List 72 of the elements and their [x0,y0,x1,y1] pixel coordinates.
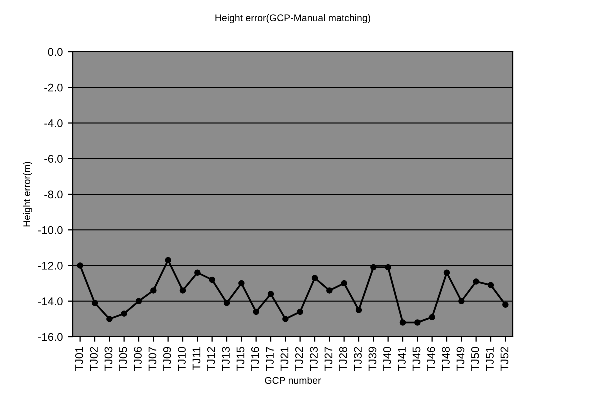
x-tick-label: TJ09 [163,347,172,372]
x-tick-label: TJ40 [383,347,392,372]
x-tick-label: TJ28 [339,347,348,372]
point [458,298,465,304]
point [282,316,289,322]
point [238,280,245,287]
point [502,302,509,308]
x-tick-label: TJ49 [456,347,465,372]
point [400,320,406,326]
point [136,298,142,304]
y-tick-label: -12.0 [38,262,63,270]
point [414,320,421,326]
point [268,291,274,298]
point [370,264,377,271]
x-tick-label: TJ39 [368,347,377,372]
x-tick-label: TJ05 [119,347,128,372]
point [444,270,450,276]
point [165,257,172,264]
y-tick-label: 0.0 [48,48,63,56]
x-tick-label: TJ06 [134,347,142,372]
point [341,280,348,287]
point [356,307,362,314]
x-tick-label: TJ03 [104,347,113,372]
x-tick-label: TJ50 [471,347,480,372]
x-tick-label: TJ17 [266,347,274,372]
y-tick-label: -8.0 [44,190,63,199]
point [224,300,230,306]
point [253,308,260,316]
x-tick-label: TJ41 [398,347,406,372]
point [180,288,186,294]
point [429,314,436,321]
point [77,262,84,269]
x-tick-label: TJ48 [442,347,450,372]
x-tick-label: TJ11 [192,347,201,370]
x-tick-label: TJ13 [222,347,230,372]
point [150,288,157,294]
x-tick-label: TJ16 [251,347,260,372]
x-tick-label: TJ15 [236,347,245,372]
point [488,282,494,288]
point [209,276,216,284]
y-tick-label: -4.0 [44,120,63,128]
x-tick-label: TJ27 [324,347,333,372]
x-tick-label: TJ23 [310,347,318,372]
y-tick-label: -2.0 [44,84,63,92]
x-tick-label: TJ01 [75,347,84,372]
x-tick-label: TJ02 [90,347,98,372]
y-axis-title: Height error(m) [23,162,32,227]
x-tick-label: TJ32 [354,347,362,372]
y-tick-label: -10.0 [38,226,63,234]
x-tick-label: TJ21 [280,347,289,372]
y-tick-label: -6.0 [44,155,63,164]
point [326,288,333,294]
x-tick-label: TJ52 [500,347,509,372]
x-tick-label: TJ51 [486,347,494,372]
y-tick-label: -14.0 [38,298,63,306]
x-tick-label: TJ07 [148,347,157,372]
point [106,316,113,322]
x-tick-label: TJ22 [295,347,304,372]
point [121,310,128,317]
point [297,308,304,316]
x-tick-label: TJ10 [178,347,186,372]
point [312,275,318,282]
chart-title: Height error(GCP-Manual matching) [216,14,370,24]
point [385,264,392,271]
point [194,270,201,276]
point [473,278,480,285]
y-tick-label: -16.0 [38,333,63,342]
x-tick-label: TJ12 [207,347,216,372]
x-tick-label: TJ46 [427,347,436,372]
point [92,300,98,306]
x-tick-label: TJ45 [412,347,421,372]
x-axis-title: GCP number [265,376,322,384]
